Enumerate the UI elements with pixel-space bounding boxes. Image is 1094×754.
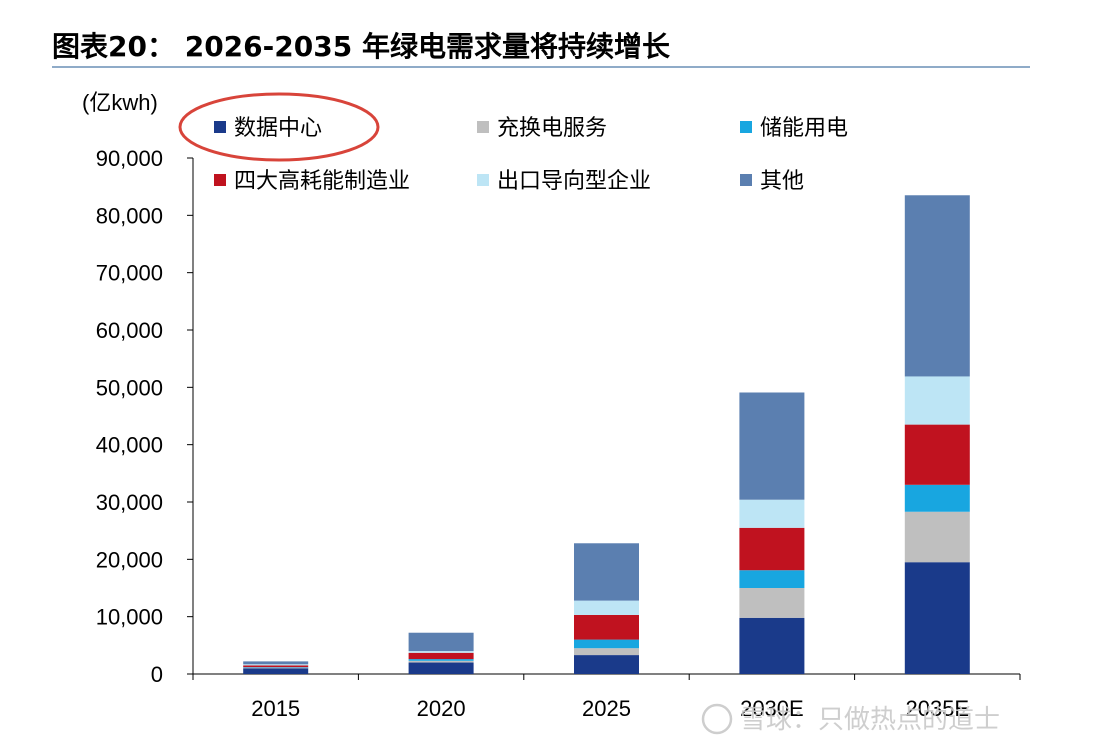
y-tick-label: 30,000 [96, 490, 163, 515]
legend-label: 其他 [760, 169, 804, 194]
legend-label: 充换电服务 [497, 116, 607, 141]
y-tick-label: 70,000 [96, 261, 163, 286]
bar-segment [243, 667, 309, 668]
bar-segment [574, 543, 639, 601]
y-tick-label: 60,000 [96, 318, 163, 343]
bar-segment [408, 632, 474, 652]
bar-segment [408, 651, 474, 653]
x-tick-label: 2030E [740, 696, 804, 721]
highlight-circle [178, 92, 380, 162]
legend-label: 四大高耗能制造业 [234, 169, 410, 194]
bar-segment [243, 664, 309, 666]
bar-segment [574, 655, 639, 674]
legend-swatch [477, 174, 489, 186]
x-tick-label: 2035E [905, 696, 969, 721]
bar-segment [904, 376, 970, 425]
legend-swatch [740, 174, 752, 186]
legend-label: 出口导向型企业 [497, 169, 651, 194]
bar-segment [904, 484, 970, 512]
y-tick-label: 0 [151, 662, 163, 687]
y-tick-label: 40,000 [96, 433, 163, 458]
x-tick-label: 2025 [582, 696, 631, 721]
bar-segment [739, 588, 805, 618]
y-axis-ticks: 0 10,000 20,000 30,000 40,000 50,000 60,000 70,… [96, 146, 193, 687]
bar-segment [904, 562, 970, 674]
bar-segment [408, 660, 474, 663]
bar-segment [574, 600, 639, 615]
bar-segment [739, 570, 805, 588]
bar-segment [574, 639, 639, 649]
bar-segment [243, 668, 309, 674]
bar-segment [408, 659, 474, 661]
bar-segment [904, 195, 970, 377]
legend-swatch [214, 174, 226, 186]
legend-swatch [214, 121, 226, 133]
y-tick-label: 20,000 [96, 547, 163, 572]
y-tick-label: 90,000 [96, 146, 163, 171]
bar-segment [574, 614, 639, 640]
bar-segment [243, 667, 309, 669]
bar-segment [904, 424, 970, 485]
legend-label: 数据中心 [234, 116, 322, 141]
legend-swatch [740, 121, 752, 133]
bars [243, 195, 970, 674]
y-tick-label: 50,000 [96, 375, 163, 400]
bar-segment [408, 662, 474, 674]
legend-swatch [477, 121, 489, 133]
x-axis-ticks: 2015 2020 2025 2030E 2035E [192, 674, 1021, 721]
watermark-text: 雪球：只做热点的道士 [740, 705, 1000, 735]
x-tick-label: 2015 [251, 696, 300, 721]
bar-segment [243, 661, 309, 665]
y-tick-label: 10,000 [96, 605, 163, 630]
bar-segment [243, 665, 309, 668]
legend-label: 储能用电 [760, 116, 848, 141]
bar-segment [408, 652, 474, 660]
bar-segment [574, 648, 639, 656]
bar-segment [739, 392, 805, 500]
watermark-logo-icon [701, 703, 733, 735]
y-tick-label: 80,000 [96, 203, 163, 228]
y-axis-unit: (亿kwh) [82, 90, 158, 115]
bar-segment [739, 527, 805, 571]
chart-title: 图表20： 2026-2035 年绿电需求量将持续增长 [52, 30, 670, 63]
bar-segment [739, 499, 805, 528]
watermark: 雪球：只做热点的道士 [701, 703, 1000, 735]
bar-segment [739, 617, 805, 674]
x-tick-label: 2020 [417, 696, 466, 721]
bar-segment [904, 511, 970, 563]
